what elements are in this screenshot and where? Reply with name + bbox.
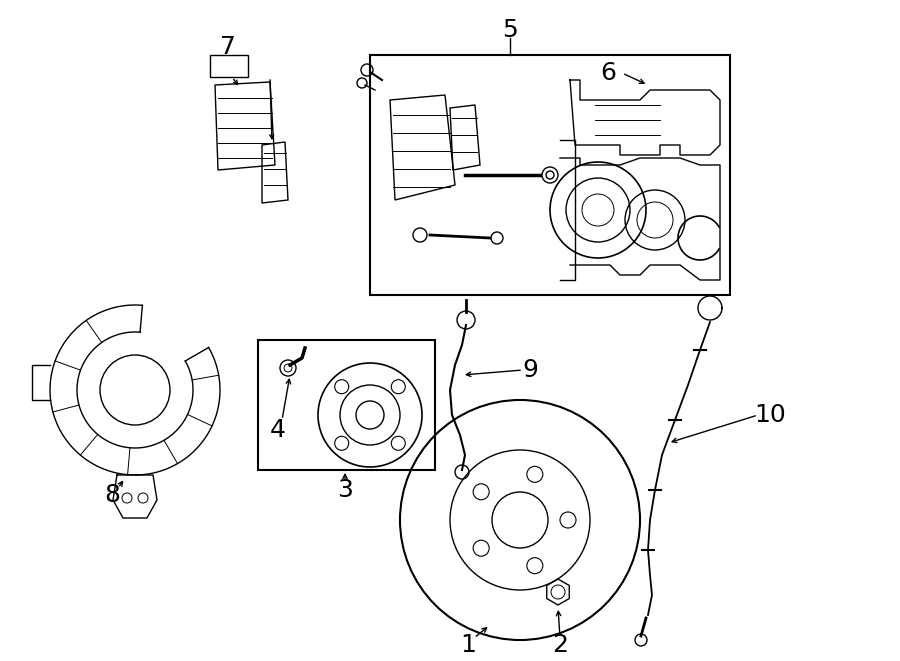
Bar bbox=[370, 55, 730, 295]
Text: 1: 1 bbox=[460, 633, 476, 657]
Bar bbox=[258, 340, 435, 470]
Text: 8: 8 bbox=[104, 483, 120, 507]
Text: 6: 6 bbox=[600, 61, 616, 85]
Text: 7: 7 bbox=[220, 35, 236, 59]
Text: 5: 5 bbox=[502, 18, 518, 42]
Bar bbox=[210, 55, 248, 77]
Text: 4: 4 bbox=[270, 418, 286, 442]
Text: 9: 9 bbox=[522, 358, 538, 382]
Text: 10: 10 bbox=[754, 403, 786, 427]
Text: 2: 2 bbox=[552, 633, 568, 657]
Text: 3: 3 bbox=[338, 478, 353, 502]
